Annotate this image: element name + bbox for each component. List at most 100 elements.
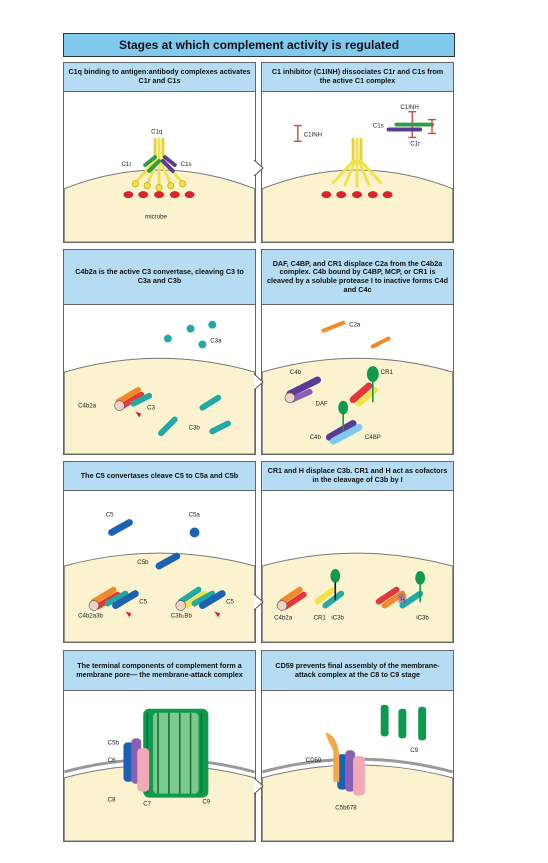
label-c5b: C5b [137, 559, 149, 566]
label-c5a: C5a [189, 512, 201, 519]
c5-molecule [108, 519, 133, 536]
c1q-heads [131, 180, 187, 192]
c1r-c1s-proteases [143, 155, 177, 173]
cleavage-arrow-left [125, 611, 132, 618]
c3-cleavage-illustration: C3a C4b2a C3 C3b [64, 320, 255, 454]
cleavage-arrow [135, 411, 142, 418]
label-cr1: CR1 [314, 614, 327, 621]
label-c3: C3 [147, 405, 155, 412]
panel-header: CD59 prevents final assembly of the memb… [262, 651, 453, 691]
label-c1s: C1s [181, 161, 192, 168]
label-c6: C6 [108, 757, 116, 764]
cr1-ic3b-complex [314, 568, 345, 609]
c9-monomers [380, 704, 427, 741]
microbe-surface [64, 169, 255, 242]
arrow-row-4 [253, 777, 264, 795]
label-cd59: CD59 [306, 757, 322, 764]
panel-header: C1 inhibitor (C1INH) dissociates C1r and… [262, 63, 453, 92]
panel-daf-c4bp-cr1: DAF, C4BP, and CR1 displace C2a from the… [261, 249, 454, 455]
label-c1r: C1r [410, 140, 420, 147]
panel-c1inh: C1 inhibitor (C1INH) dissociates C1r and… [261, 62, 454, 243]
c5-cleavage-illustration: C5 C5a C5b C4b2a3b C5 C3b₂Bb C5 [64, 512, 255, 642]
antibody-heads [321, 191, 393, 199]
c9-pore [143, 708, 209, 798]
c5a-fragment [189, 527, 200, 538]
decay-accelerating-illustration: C4b CR1 DAF C4b C4BP C2a [262, 320, 453, 454]
c2a-fragments [321, 320, 391, 349]
cell-membrane [64, 552, 255, 642]
panel-header: CR1 and H displace C3b. CR1 and H act as… [262, 462, 453, 491]
label-c5b: C5b [108, 739, 120, 746]
c4b-daf-complex [284, 376, 321, 403]
c3b-inactivation-illustration: C4b2a CR1 iC3b H iC3b [262, 552, 453, 642]
h-ic3b-complex [375, 570, 426, 609]
cd59-illustration: C9 CD59 C5b678 [262, 704, 453, 841]
cd59-protein [325, 732, 340, 782]
panel-c3-convertase: C4b2a is the active C3 convertase, cleav… [63, 249, 256, 455]
c3b2bb-complex [175, 586, 226, 611]
c5b678-complex [337, 750, 365, 796]
label-c4b-top: C4b [290, 369, 302, 376]
label-c4b2a3b: C4b2a3b [78, 612, 103, 619]
c3b-fragments [158, 394, 232, 437]
label-cr1: CR1 [381, 369, 394, 376]
label-c4bp: C4BP [365, 434, 381, 441]
label-c3b: C3b [189, 424, 201, 431]
label-c5-right: C5 [226, 599, 234, 606]
c3a-fragments [163, 320, 217, 349]
c4bp-complex [325, 400, 363, 445]
c4b2a-remnant [276, 586, 307, 611]
panel-c1q-binding: C1q binding to antigen:antibody complexe… [63, 62, 256, 243]
label-c1inh-top: C1INH [400, 104, 418, 111]
label-c4b2a: C4b2a [78, 403, 97, 410]
label-c1s: C1s [373, 123, 384, 130]
panel-c5-convertase: The C5 convertases cleave C5 to C5a and … [63, 461, 256, 643]
transition-arrows [253, 159, 264, 795]
label-c1r: C1r [122, 161, 132, 168]
label-h: H [400, 597, 404, 604]
cleavage-arrow-right [214, 611, 221, 618]
mac-illustration: C5b C6 C8 C7 C9 [64, 708, 255, 841]
label-c9: C9 [410, 747, 418, 754]
label-c4b2a: C4b2a [274, 614, 293, 621]
panel-mac-formation: The terminal components of complement fo… [63, 650, 256, 842]
label-daf: DAF [316, 401, 328, 408]
cell-membrane [64, 357, 255, 454]
c1inh-free [293, 124, 302, 143]
label-c3b2bb: C3b₂Bb [171, 612, 193, 619]
label-c1inh-left: C1INH [304, 131, 322, 138]
cell-membrane [262, 552, 453, 642]
panel-cd59: CD59 prevents final assembly of the memb… [261, 650, 454, 842]
label-ic3b-left: iC3b [331, 614, 344, 621]
label-c9: C9 [202, 799, 210, 806]
arrow-row-2 [253, 373, 264, 391]
panel-cr1-h: CR1 and H displace C3b. CR1 and H act as… [261, 461, 454, 643]
label-c1q: C1q [151, 128, 162, 135]
c5b-c8-subunits [123, 738, 150, 792]
c4b2a-complex [114, 386, 153, 411]
panel-header: The terminal components of complement fo… [64, 651, 255, 691]
panel-header: C4b2a is the active C3 convertase, cleav… [64, 250, 255, 305]
label-c5-left: C5 [139, 599, 147, 606]
microbe-surface [262, 169, 453, 242]
c1inh-bound-complex [386, 111, 436, 139]
arrow-row-1 [253, 159, 264, 177]
label-c7: C7 [143, 800, 151, 807]
label-c3a: C3a [210, 337, 222, 344]
panel-header: DAF, C4BP, and CR1 displace C2a from the… [262, 250, 453, 305]
label-ic3b-right: iC3b [416, 614, 429, 621]
c4b2a3b-complex [88, 586, 139, 611]
label-c2a: C2a [349, 322, 361, 329]
arrow-row-3 [253, 593, 264, 611]
label-c5-top: C5 [106, 512, 114, 519]
label-microbe: microbe [145, 213, 167, 220]
label-c8: C8 [108, 797, 116, 804]
panel-header: C1q binding to antigen:antibody complexe… [64, 63, 255, 92]
page-title: Stages at which complement activity is r… [63, 33, 455, 57]
cr1-complex [349, 366, 379, 407]
panel-header: The C5 convertases cleave C5 to C5a and … [64, 462, 255, 491]
c1q-complex [331, 137, 383, 189]
c5b-fragment [155, 552, 181, 570]
antibody-heads [123, 191, 195, 199]
cell-membrane [262, 764, 453, 841]
